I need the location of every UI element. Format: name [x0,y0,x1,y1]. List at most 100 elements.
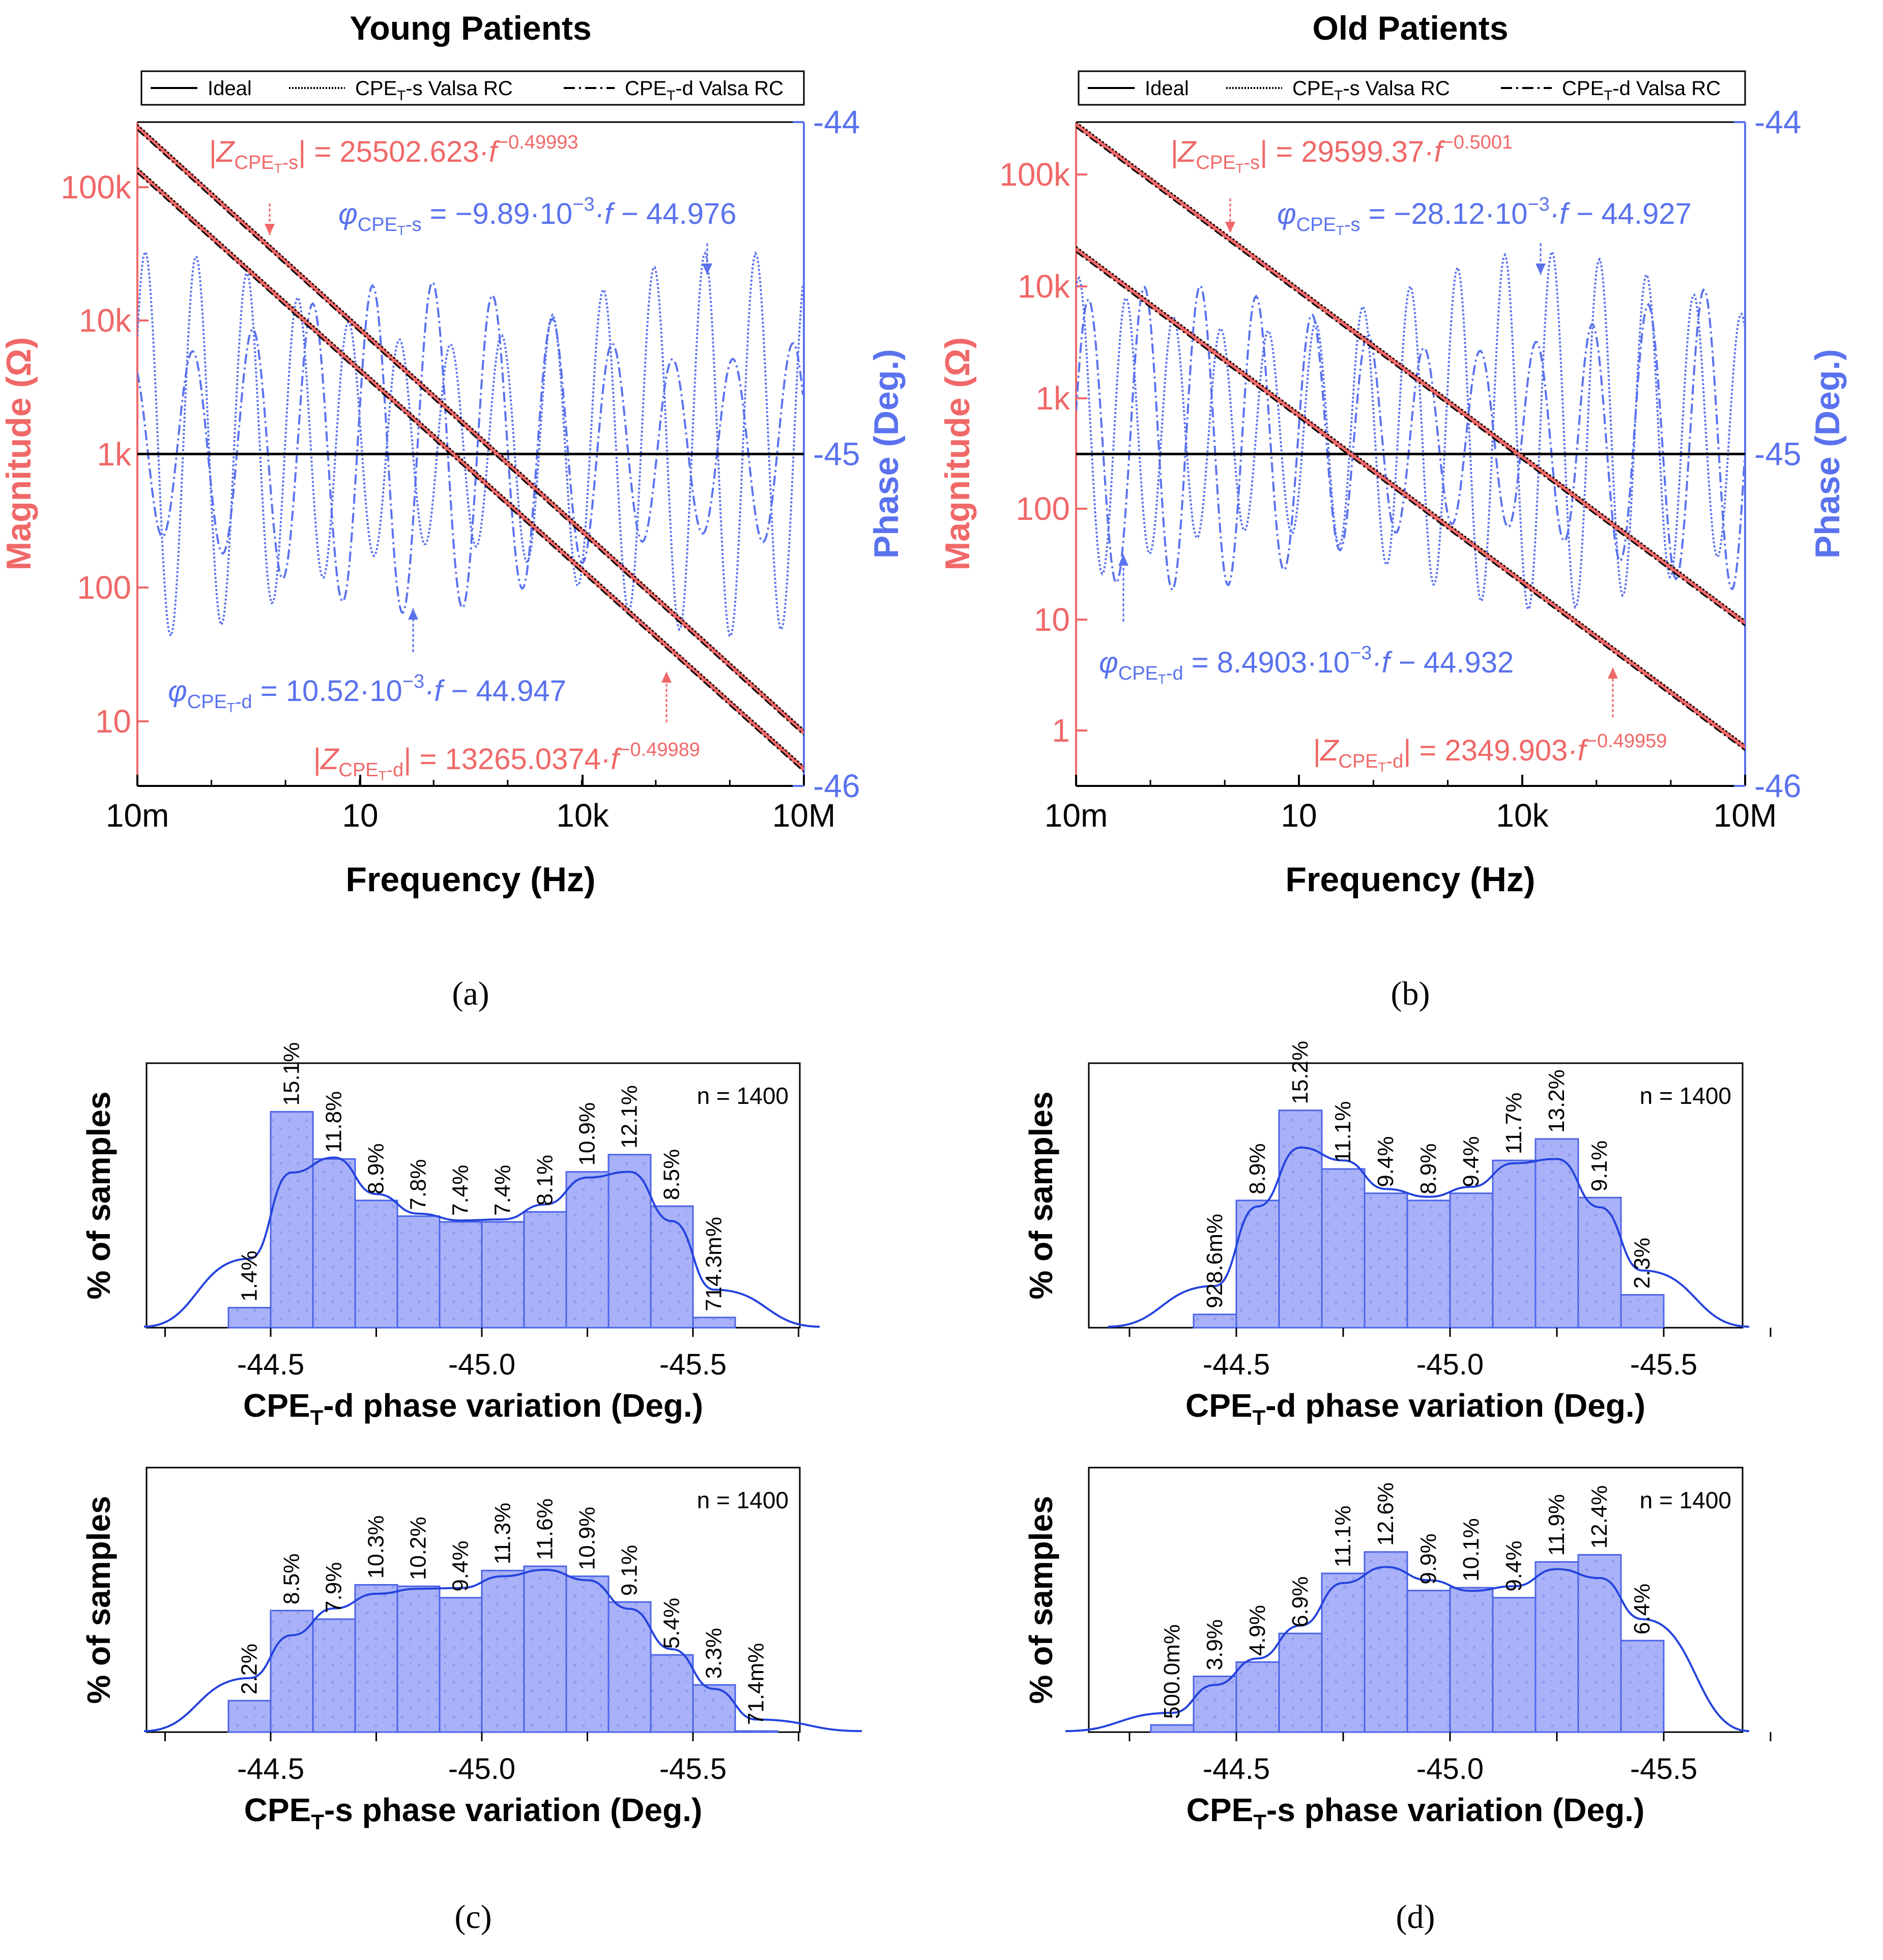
annotation-mag-d: |ZCPET-d| = 13265.0374·f−0.49989 [313,739,700,783]
histogram-d-bottom: 500.0m% 3.9% 4.9% 6.9% 11.1% 12.6% 9.9% 10.1% 9.… [1023,1467,1772,1834]
x-tick-label: 10m [1045,797,1108,834]
bar-value-label: 8.9% [1245,1144,1270,1194]
hist-x-tick-label: -45.5 [659,1752,727,1786]
kde-curve [143,1568,862,1732]
bar-value-label: 6.9% [1288,1576,1313,1627]
bar-value-label: 9.4% [1373,1136,1398,1187]
sample-count-label: n = 1400 [697,1083,789,1109]
bar-value-label: 12.4% [1587,1485,1612,1549]
bar-value-label: 15.2% [1288,1041,1313,1104]
bar-value-label: 4.9% [1245,1605,1270,1656]
y-left-tick-label: 1k [1035,380,1070,417]
annotation-phase-s: φCPET-s = −28.12·10−3·f − 44.927 [1277,194,1692,238]
y-left-tick-label: 1k [97,436,132,473]
hist-x-axis-label: CPET-s phase variation (Deg.) [244,1792,703,1834]
y-right-tick-label: -46 [1754,768,1802,804]
hist-x-axis-label: CPET-d phase variation (Deg.) [243,1387,703,1429]
y-left-axis-label: Magnitude (Ω) [0,337,38,571]
kde-curve [143,1156,820,1328]
bar-value-label: 1.4% [237,1250,262,1301]
phase-s-curve [137,249,804,638]
bar-value-label: 10.2% [406,1517,431,1581]
y-right-tick-label: -46 [813,768,860,804]
bar-value-label: 714.3m% [702,1217,727,1311]
bar-value-label: 12.1% [617,1085,642,1149]
x-tick-label: 10 [1281,797,1317,834]
y-right-tick-label: -45 [813,436,860,473]
bar-value-label: 9.4% [1459,1136,1484,1187]
y-right-tick-label: -44 [813,104,860,140]
bar-value-label: 11.9% [1544,1494,1569,1556]
x-tick-label: 10k [556,797,609,834]
legend-d-label: CPET-d Valsa RC [1562,77,1721,103]
hist-x-axis-label: CPET-d phase variation (Deg.) [1185,1387,1645,1429]
x-axis-label: Frequency (Hz) [345,860,595,899]
phase-s-curve [1076,249,1745,611]
bar-value-label: 9.9% [1416,1533,1441,1584]
bar-value-label: 9.4% [448,1540,473,1591]
y-left-tick-label: 100k [999,156,1070,193]
sample-count-label: n = 1400 [697,1487,789,1513]
hist-x-tick-label: -45.5 [1630,1752,1697,1786]
hist-x-tick-label: -44.5 [1203,1752,1270,1786]
bar-value-label: 7.4% [448,1165,473,1216]
bar-value-label: 928.6m% [1202,1214,1227,1308]
bar-value-label: 9.4% [1501,1540,1526,1591]
x-tick-label: 10M [772,797,836,834]
legend-ideal-label: Ideal [1145,77,1189,100]
bar-value-label: 11.7% [1501,1093,1526,1155]
magnitude-d-line [1076,247,1745,750]
y-left-tick-label: 100k [61,169,132,206]
y-left-tick-label: 100 [1016,490,1070,527]
legend-ideal-label: Ideal [208,77,252,100]
y-right-tick-label: -44 [1754,104,1802,140]
legend-s-label: CPET-s Valsa RC [1292,77,1450,103]
histogram-c-bottom: 2.2% 8.5% 7.9% 10.3% 10.2% 9.4% 11.3% 11.6% 10.9… [80,1467,862,1834]
bar-value-label: 71.4m% [744,1643,769,1725]
bar-value-label: 8.5% [659,1149,684,1200]
bar-value-label: 11.1% [1330,1506,1355,1568]
hist-x-tick-label: -44.5 [237,1752,304,1786]
y-right-tick-label: -45 [1754,436,1802,473]
y-left-axis-label: Magnitude (Ω) [938,337,977,571]
bar-value-label: 5.4% [659,1598,684,1649]
panel-caption: (d) [1396,1898,1435,1936]
hist-x-tick-label: -45.5 [1630,1348,1697,1381]
bar-value-label: 15.1% [279,1042,304,1106]
hist-y-axis-label: % of samples [1023,1091,1059,1299]
y-left-tick-label: 10k [79,302,132,339]
annotation-mag-s: |ZCPET-s| = 25502.623·f−0.49993 [209,132,578,176]
hist-x-tick-label: -45.0 [448,1348,515,1381]
y-right-axis-label: Phase (Deg.) [1808,349,1847,559]
y-right-axis-label: Phase (Deg.) [867,349,906,559]
phase-d-curve [137,281,804,615]
bar-value-label: 9.1% [1587,1140,1612,1191]
bar-value-label: 11.6% [533,1498,558,1560]
bar-value-label: 10.9% [575,1102,600,1166]
bar-value-label: 500.0m% [1160,1624,1184,1719]
legend: Ideal CPET-s Valsa RC CPET-d Valsa RC [1078,70,1746,106]
bar-value-label: 7.9% [322,1562,346,1613]
panel-caption: (a) [452,975,489,1012]
hist-x-tick-label: -44.5 [1203,1348,1270,1381]
phase-d-curve [1076,284,1745,592]
bar-value-label: 3.3% [702,1628,727,1679]
hist-x-tick-label: -45.5 [659,1348,727,1381]
histogram-c-top: 1.4% 15.1% 11.8% 8.9% 7.8% 7.4% 7.4% 8.1% 10.9% 1… [80,1042,820,1429]
y-left-tick-label: 10 [1034,601,1070,638]
hist-y-axis-label: % of samples [80,1091,117,1299]
kde-curve [1065,1566,1750,1732]
bar-value-label: 2.3% [1630,1238,1655,1289]
magnitude-s-line [1076,123,1745,625]
bar-value-label: 12.6% [1373,1482,1398,1546]
bar-value-label: 8.5% [279,1554,304,1604]
panel-caption: (c) [454,1898,491,1936]
bar-value-label: 3.9% [1202,1619,1227,1670]
bar-value-label: 6.4% [1630,1584,1655,1634]
hist-x-tick-label: -45.0 [1416,1348,1484,1381]
x-axis-label: Frequency (Hz) [1285,860,1535,899]
x-tick-label: 10k [1496,797,1549,834]
panel-title: Young Patients [350,9,591,47]
panel-caption: (b) [1391,975,1430,1012]
